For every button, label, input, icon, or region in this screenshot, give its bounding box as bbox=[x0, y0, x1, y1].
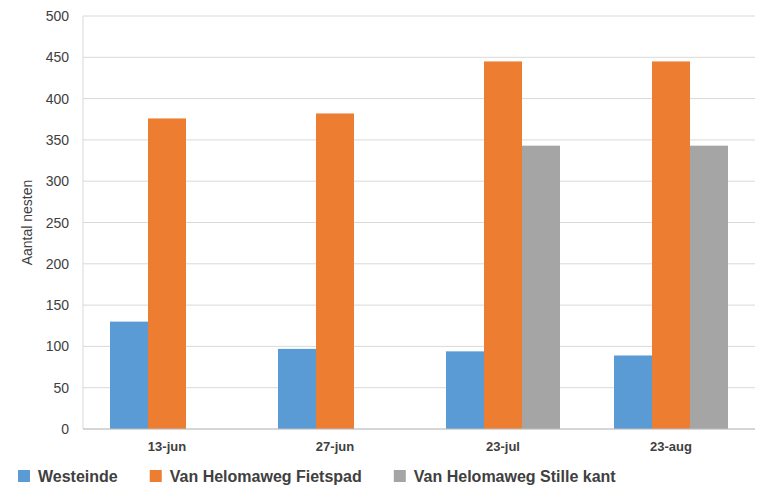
bar bbox=[690, 146, 728, 429]
y-tick-label: 250 bbox=[46, 215, 70, 231]
legend-swatch bbox=[18, 470, 30, 482]
bar bbox=[614, 355, 652, 429]
x-tick-label: 27-jun bbox=[316, 439, 354, 454]
bar bbox=[316, 113, 354, 429]
y-tick-label: 500 bbox=[46, 8, 70, 24]
chart: 0 50 100 150 200 250 300 350 400 450 500 Aantal nes… bbox=[0, 0, 770, 503]
y-tick-label: 200 bbox=[46, 256, 70, 272]
bars bbox=[110, 61, 728, 429]
legend-item: Van Helomaweg Fietspad bbox=[150, 468, 362, 485]
x-axis-line bbox=[83, 429, 755, 430]
y-tick-label: 350 bbox=[46, 132, 70, 148]
bar bbox=[652, 61, 690, 429]
grid-line bbox=[83, 57, 755, 58]
bar bbox=[110, 322, 148, 429]
y-axis-title: Aantal nesten bbox=[19, 180, 35, 266]
bar bbox=[484, 61, 522, 429]
x-tick-label: 23-jul bbox=[486, 439, 520, 454]
y-tick-label: 50 bbox=[53, 380, 69, 396]
legend-item: Van Helomaweg Stille kant bbox=[394, 468, 617, 485]
legend-item: Westeinde bbox=[18, 468, 118, 485]
legend-swatch bbox=[150, 470, 162, 482]
y-tick-label: 400 bbox=[46, 91, 70, 107]
y-axis-line bbox=[83, 16, 84, 429]
legend-label: Van Helomaweg Fietspad bbox=[170, 468, 362, 485]
grid-line bbox=[83, 16, 755, 17]
grid-line bbox=[83, 429, 755, 430]
x-tick-label: 13-jun bbox=[148, 439, 186, 454]
y-tick-label: 0 bbox=[61, 421, 69, 437]
bar bbox=[148, 118, 186, 429]
y-tick-label: 100 bbox=[46, 338, 70, 354]
bar bbox=[446, 351, 484, 429]
y-tick-label: 150 bbox=[46, 297, 70, 313]
x-tick-label: 23-aug bbox=[650, 439, 692, 454]
y-tick-label: 300 bbox=[46, 173, 70, 189]
bar bbox=[278, 349, 316, 429]
bar bbox=[522, 146, 560, 429]
legend-swatch bbox=[394, 470, 406, 482]
y-tick-label: 450 bbox=[46, 49, 70, 65]
legend-label: Van Helomaweg Stille kant bbox=[414, 468, 617, 485]
legend-label: Westeinde bbox=[38, 468, 118, 485]
